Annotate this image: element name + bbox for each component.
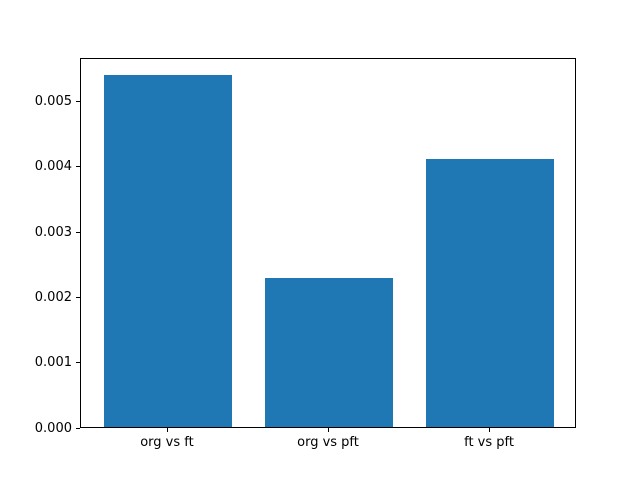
y-tick-mark bbox=[76, 166, 80, 168]
x-tick-mark bbox=[489, 428, 491, 432]
y-tick-label: 0.003 bbox=[34, 224, 72, 240]
y-tick-mark bbox=[76, 101, 80, 103]
y-tick-mark bbox=[76, 231, 80, 233]
bar-org-vs-ft bbox=[103, 74, 233, 427]
y-tick-mark bbox=[76, 296, 80, 298]
y-tick-label: 0.004 bbox=[34, 159, 72, 175]
bar-org-vs-pft bbox=[264, 277, 394, 427]
y-tick-label: 0.005 bbox=[34, 94, 72, 110]
y-tick-label: 0.001 bbox=[34, 355, 72, 371]
plot-area bbox=[80, 58, 576, 428]
y-tick-label: 0.000 bbox=[34, 420, 72, 436]
x-tick-mark bbox=[328, 428, 329, 432]
y-tick-label: 0.002 bbox=[34, 289, 72, 305]
x-tick-label: org vs pft bbox=[297, 435, 359, 450]
bar-ft-vs-pft bbox=[425, 158, 555, 427]
y-tick-mark bbox=[76, 427, 80, 429]
y-tick-mark bbox=[76, 362, 80, 364]
x-tick-mark bbox=[166, 428, 168, 432]
x-tick-label: ft vs pft bbox=[464, 435, 514, 450]
x-tick-label: org vs ft bbox=[140, 435, 194, 450]
